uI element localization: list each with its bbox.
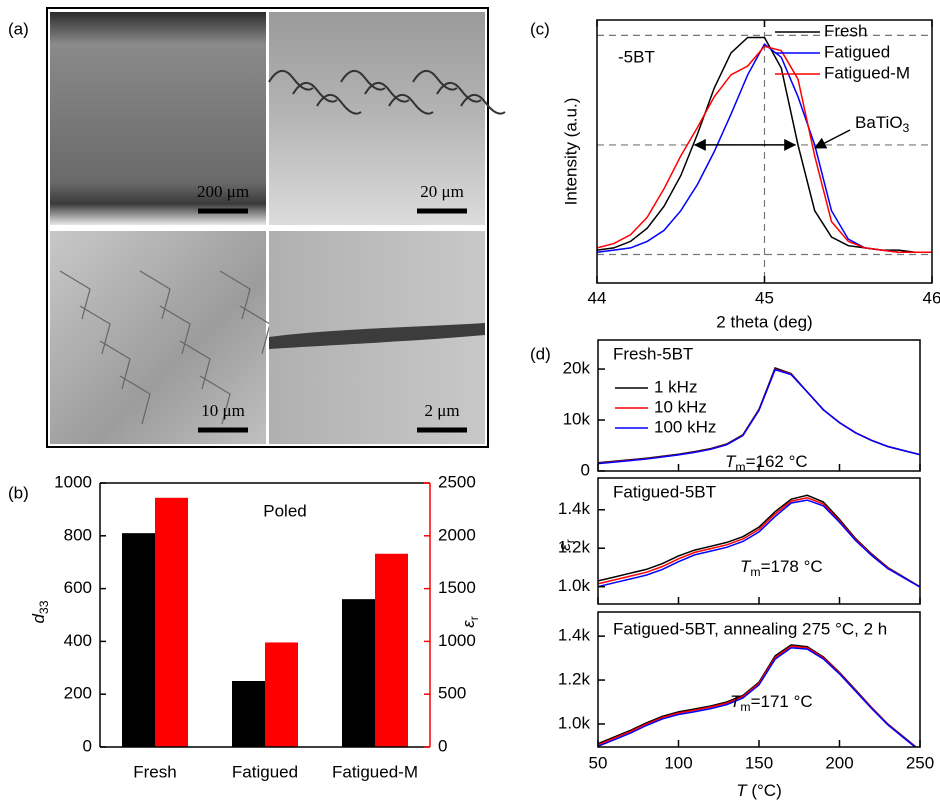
y-axis-label: Intensity (a.u.) [561,98,580,206]
legend-label: 10 kHz [654,397,707,416]
bar [342,599,375,747]
legend-label: Fatigued [824,42,890,61]
annotation: -5BT [618,47,655,66]
line [598,370,920,464]
x-tick-label: 50 [589,753,608,772]
y-tick-label: 1.0k [558,713,591,732]
panel-title: Fatigued-5BT [613,482,716,501]
x-tick-label: 250 [906,753,934,772]
x-axis-label: T (°C) [736,781,782,800]
y-tick-label: 800 [64,525,92,544]
y-axis-label: d33 [29,600,51,623]
y-tick-label: 20k [563,359,591,378]
x-tick-label: 46 [923,288,940,307]
annotation: BaTiO3 [855,113,910,135]
y-tick-label: 200 [64,684,92,703]
x-tick-label: Fresh [133,762,176,781]
x-tick-label: 200 [825,753,853,772]
x-tick-label: Fatigued [232,762,298,781]
scale-bar-label: 20 μm [420,182,464,201]
y2-tick-label: 2000 [438,525,476,544]
line [598,369,920,463]
annotation: Poled [263,501,306,520]
panel-title: Fatigued-5BT, annealing 275 °C, 2 h [613,619,887,638]
annotation: Tm=178 °C [740,557,823,579]
x-tick-label: 45 [755,288,774,307]
y2-tick-label: 0 [438,736,447,755]
y-tick-label: 1.4k [558,626,591,645]
y2-tick-label: 1500 [438,578,476,597]
panel-title: Fresh-5BT [613,344,693,363]
line [598,368,920,463]
x-axis-label: 2 theta (deg) [716,312,812,331]
legend-label: 1 kHz [654,377,697,396]
y-tick-label: 0 [83,736,92,755]
scale-bar-label: 200 μm [197,182,249,201]
y2-tick-label: 2500 [438,472,476,491]
legend-label: Fresh [824,21,867,40]
y-tick-label: 400 [64,631,92,650]
y2-axis-label: εr [459,616,481,628]
x-tick-label: Fatigued-M [332,762,418,781]
bar [122,533,155,747]
y-tick-label: 600 [64,578,92,597]
figure: (a) 200 μm 20 μm 10 μm 2 μm (b) 0 200 400 600 800 1… [0,0,940,807]
bar [265,642,298,747]
bar [375,554,408,747]
scale-bar-label: 2 μm [424,401,459,420]
y-tick-label: 10k [563,410,591,429]
legend-label: 100 kHz [654,417,716,436]
x-tick-label: 150 [745,753,773,772]
x-tick-label: 44 [588,288,607,307]
y-tick-label: 1.2k [558,670,591,689]
panel-label: (b) [8,483,29,502]
y-tick-label: 0 [581,460,590,479]
panel-label: (d) [530,344,551,363]
annotation: Tm=162 °C [725,452,808,474]
x-tick-label: 100 [664,753,692,772]
arrow [815,130,850,148]
panel-label: (a) [8,19,29,38]
y2-tick-label: 1000 [438,631,476,650]
y-tick-label: 1.4k [558,499,591,518]
bar [232,681,265,747]
y-tick-label: 1000 [54,472,92,491]
y2-tick-label: 500 [438,684,466,703]
y-tick-label: 1.0k [558,576,591,595]
legend-label: Fatigued-M [824,63,910,82]
bar [155,498,188,747]
panel-label: (c) [530,19,550,38]
scale-bar-label: 10 μm [201,401,245,420]
